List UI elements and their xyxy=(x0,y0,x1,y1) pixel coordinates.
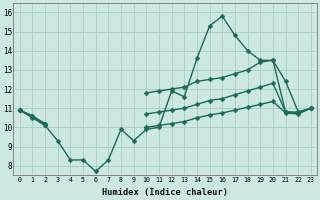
X-axis label: Humidex (Indice chaleur): Humidex (Indice chaleur) xyxy=(102,188,228,197)
